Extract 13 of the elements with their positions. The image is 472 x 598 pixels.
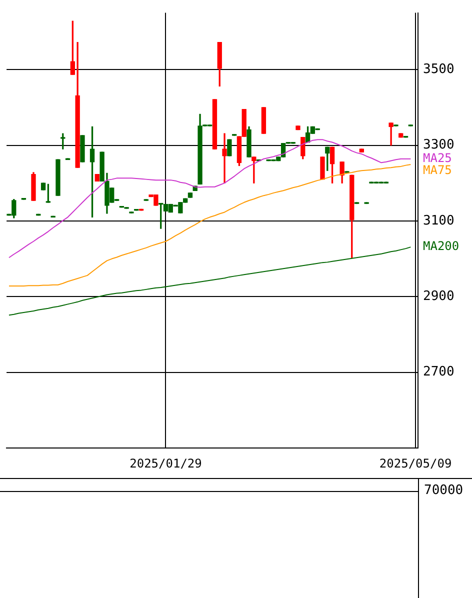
text: 70000 — [424, 483, 464, 498]
series-label: MA75 — [423, 163, 452, 177]
y-tick-label: 2900 — [423, 289, 454, 304]
x-tick-label: 2025/01/29 — [130, 456, 202, 470]
candlestick — [222, 133, 227, 184]
series-label: MA200 — [423, 239, 460, 254]
x-tick-label: 2025/05/09 — [379, 456, 452, 470]
y-tick-label: 2700 — [423, 364, 454, 380]
series-label: MA25 — [423, 151, 452, 165]
candlestick — [388, 122, 394, 146]
y-tick-label: 3500 — [423, 62, 454, 77]
y-tick-label: 3300 — [423, 138, 454, 153]
y-tick-label: 3100 — [423, 213, 454, 228]
